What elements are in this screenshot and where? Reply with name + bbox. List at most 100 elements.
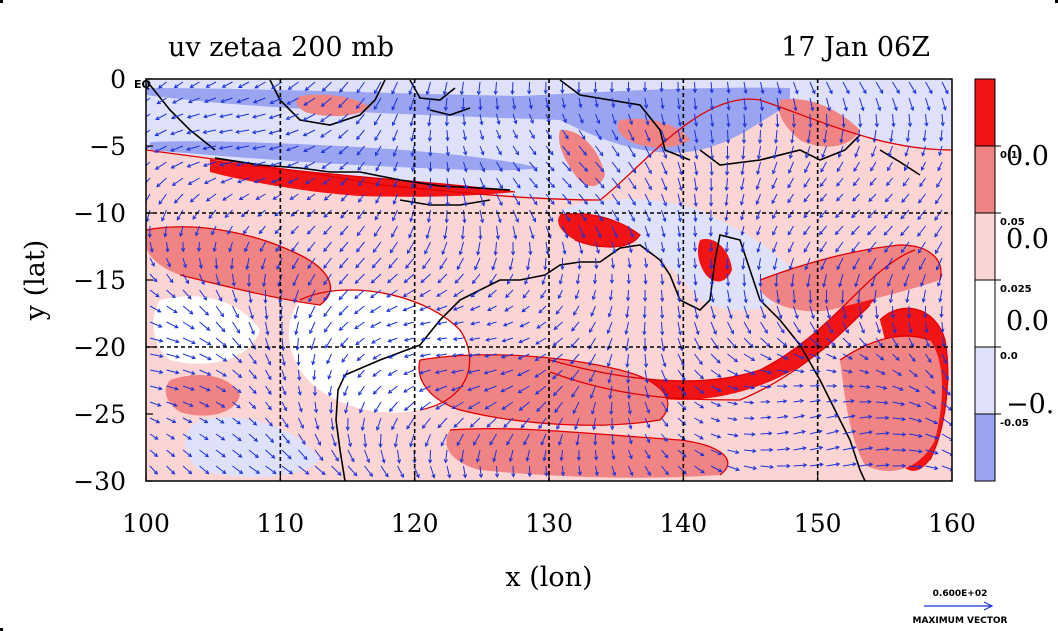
wind-vector xyxy=(660,321,665,336)
wind-vector xyxy=(743,448,757,454)
wind-vector xyxy=(323,273,332,286)
wind-vector xyxy=(248,353,257,365)
wind-vector xyxy=(677,449,687,458)
wind-vector xyxy=(940,113,945,127)
wind-vector xyxy=(427,113,432,127)
wind-vector xyxy=(740,209,745,221)
wind-vector xyxy=(908,464,923,469)
wind-vector xyxy=(476,241,481,256)
wind-vector xyxy=(642,289,648,302)
wind-vector xyxy=(491,257,497,271)
wind-vector xyxy=(170,145,184,152)
wind-vector xyxy=(512,161,521,172)
vector-legend-label: MAXIMUM VECTOR xyxy=(912,616,1007,626)
wind-vector xyxy=(628,161,637,174)
colorbar-segment xyxy=(974,212,996,281)
wind-vector xyxy=(251,129,266,135)
wind-vector xyxy=(826,398,839,403)
wind-vector xyxy=(826,353,838,360)
wind-vector xyxy=(371,257,382,269)
wind-vector xyxy=(147,225,152,239)
wind-vector xyxy=(578,177,589,189)
wind-vector xyxy=(306,209,316,218)
wind-vector xyxy=(248,385,257,395)
wind-vectors xyxy=(146,81,952,479)
wind-vector xyxy=(710,385,722,392)
wind-vector xyxy=(428,161,433,173)
wind-vector xyxy=(556,417,563,430)
wind-vector xyxy=(776,321,785,334)
wind-vector xyxy=(166,273,174,284)
wind-vector xyxy=(502,321,514,327)
wind-vector xyxy=(919,177,926,188)
y-tick-label: −25 xyxy=(73,400,126,429)
wind-vector xyxy=(467,401,481,410)
wind-vector xyxy=(418,369,431,375)
wind-vector xyxy=(387,385,398,394)
wind-vector xyxy=(793,414,806,419)
wind-vector xyxy=(727,433,739,438)
wind-vector xyxy=(908,97,915,112)
wind-vector xyxy=(555,305,563,315)
wind-vector xyxy=(469,305,481,311)
wind-vector xyxy=(419,321,431,326)
wind-vector xyxy=(661,113,666,127)
wind-vector xyxy=(232,353,243,364)
wind-vector xyxy=(693,289,699,303)
wind-vector xyxy=(793,383,804,388)
wind-vector xyxy=(403,337,415,342)
wind-vector xyxy=(760,81,765,95)
contour-5 xyxy=(146,226,332,306)
wind-vector xyxy=(262,273,267,288)
colorbar-level-label: 0.025 xyxy=(1000,284,1032,295)
wind-vector xyxy=(739,193,745,206)
wind-vector xyxy=(479,129,485,141)
wind-vector xyxy=(793,369,805,374)
wind-vector xyxy=(925,449,939,455)
wind-vector xyxy=(759,97,764,112)
wind-vector xyxy=(222,193,233,201)
wind-vector xyxy=(570,369,580,382)
wind-vector xyxy=(543,257,548,271)
wind-vector xyxy=(595,129,602,141)
x-axis-label: x (lon) xyxy=(505,562,592,593)
wind-vector xyxy=(215,385,227,393)
wind-vector xyxy=(740,161,745,176)
wind-vector xyxy=(727,417,738,422)
wind-vector xyxy=(608,385,613,400)
wind-vector xyxy=(540,433,547,446)
wind-vector xyxy=(803,193,811,203)
wind-vector xyxy=(375,417,382,431)
wind-vector xyxy=(908,385,920,392)
wind-vector xyxy=(819,177,827,188)
wind-vector xyxy=(281,433,290,444)
wind-vector xyxy=(842,384,855,389)
wind-vector xyxy=(156,177,167,188)
wind-vector xyxy=(474,257,481,271)
wind-vector xyxy=(535,337,547,345)
colorbar-segment xyxy=(974,413,996,482)
wind-vector xyxy=(589,321,596,333)
wind-vector xyxy=(309,321,316,335)
wind-vector xyxy=(590,305,596,317)
wind-vector xyxy=(741,130,747,145)
wind-vector xyxy=(694,417,704,424)
wind-vector xyxy=(356,241,365,253)
wind-vector xyxy=(892,447,907,453)
wind-vector xyxy=(875,446,890,452)
wind-vector xyxy=(908,81,917,95)
wind-vector xyxy=(917,225,926,237)
wind-vector xyxy=(593,81,598,94)
wind-vector xyxy=(611,113,617,125)
colorbar-segment xyxy=(974,279,996,348)
wind-vector xyxy=(478,465,484,479)
wind-vector xyxy=(892,416,907,422)
wind-vector xyxy=(724,161,730,176)
wind-vector xyxy=(575,433,580,446)
wind-vector xyxy=(436,336,448,342)
wind-vector xyxy=(146,193,151,205)
wind-vector xyxy=(578,113,584,124)
wind-vector xyxy=(392,145,398,157)
wind-vector xyxy=(270,81,283,90)
